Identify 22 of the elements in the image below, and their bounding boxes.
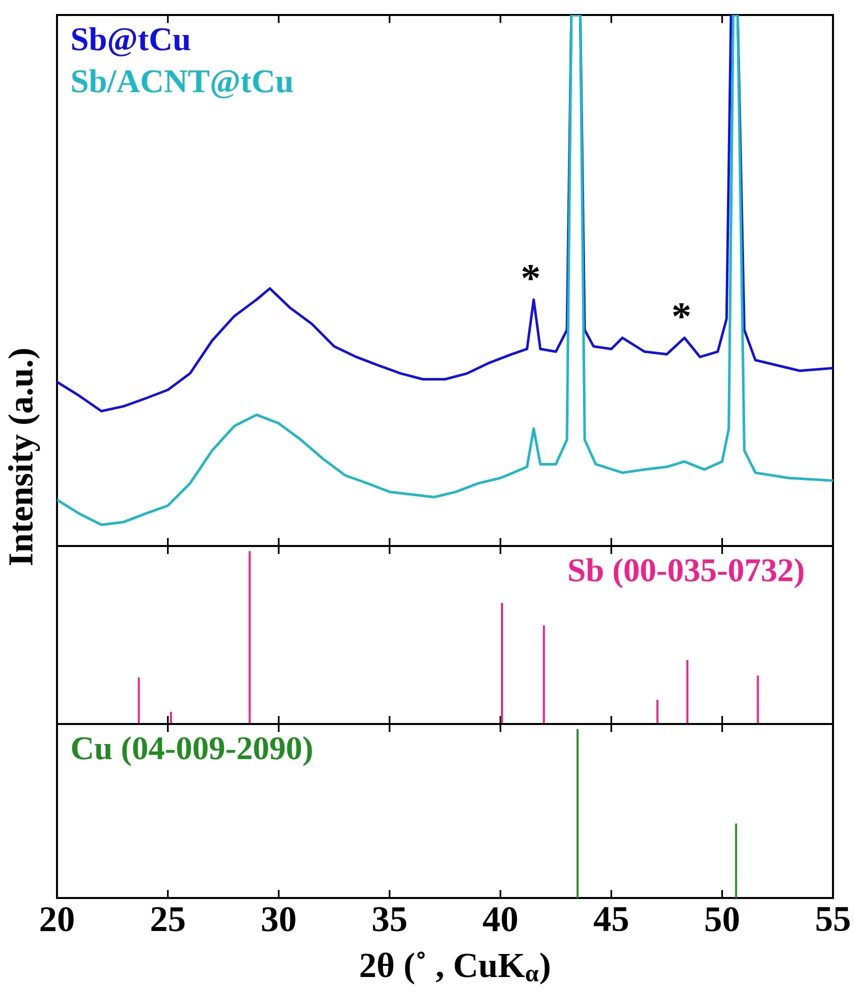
bar	[686, 660, 688, 724]
x-tick-label: 50	[706, 907, 739, 932]
x-axis-title: 2θ (˚ , CuK$_{α}$)	[360, 952, 550, 984]
bar	[170, 712, 172, 724]
bar	[248, 551, 251, 724]
series-label: Sb (00-035-0732)	[569, 558, 804, 588]
bar	[542, 625, 545, 724]
x-tick-label: 45	[594, 907, 628, 932]
bar	[500, 603, 503, 724]
text: Sb/ACNT@tCu	[72, 69, 293, 98]
annotation: *	[673, 303, 690, 318]
bar	[656, 700, 658, 724]
y-axis-title: Intensity (a.u.)	[8, 349, 40, 566]
x-tick-label: 30	[262, 907, 296, 932]
text: Cu (04-009-2090)	[72, 736, 312, 766]
x-tick-label: 25	[151, 907, 185, 932]
text: Sb@tCu	[72, 27, 190, 56]
x-tick-label: 35	[372, 907, 406, 932]
x-tick-label: 55	[816, 907, 850, 932]
annotation: *	[522, 264, 540, 280]
x-tick-label: 20	[40, 907, 74, 932]
x-tick-label: 40	[482, 907, 518, 932]
